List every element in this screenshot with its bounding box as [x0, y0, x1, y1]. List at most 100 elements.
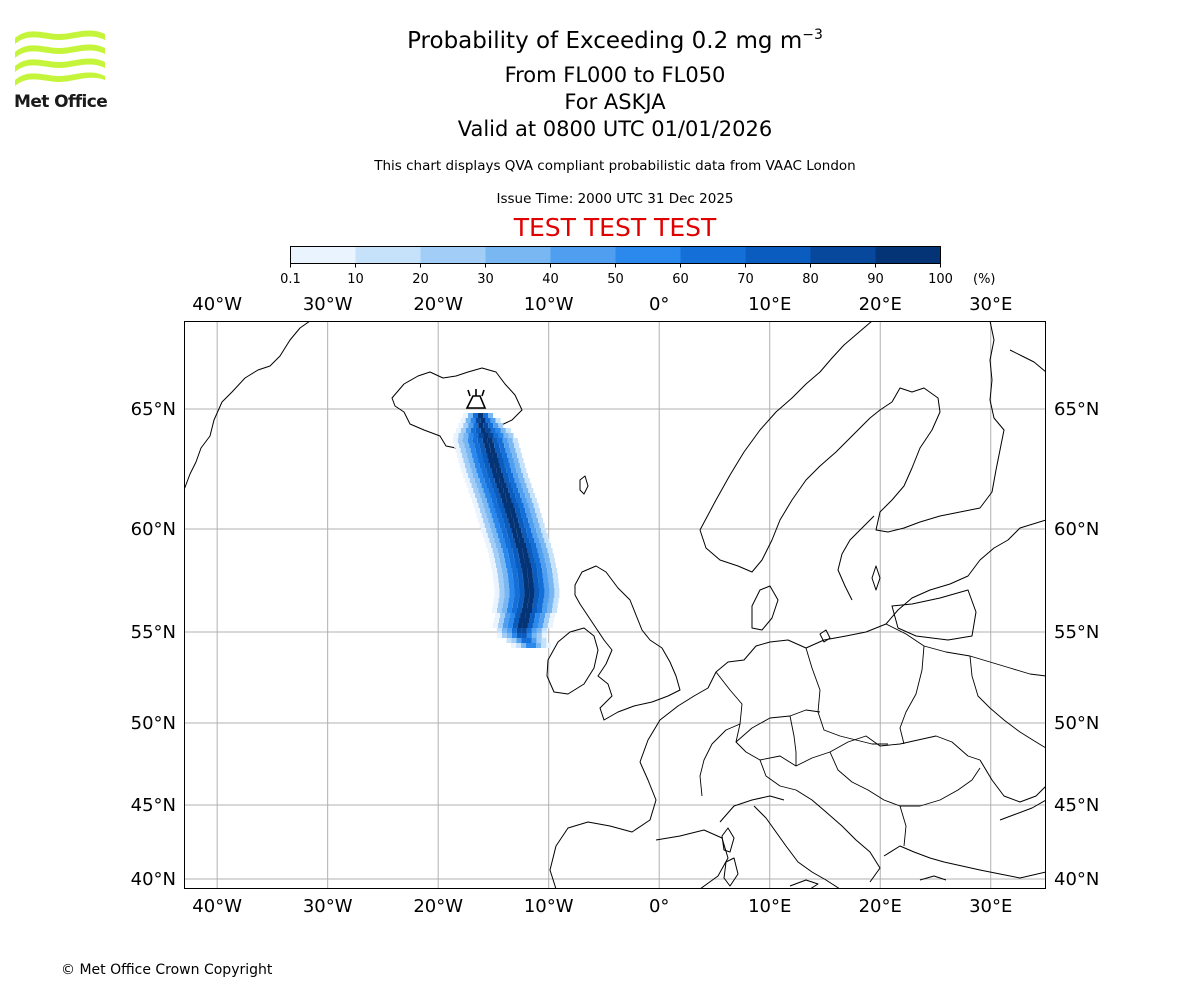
plume-cell	[553, 598, 559, 603]
plume-cell	[538, 578, 544, 583]
plume-cell	[516, 633, 522, 638]
plume-cell	[501, 498, 507, 503]
plume-cell	[455, 448, 461, 453]
plume-cell	[529, 538, 535, 543]
plume-cell	[516, 643, 522, 648]
plume-cell	[518, 553, 524, 558]
plume-cell	[478, 488, 484, 493]
plume-cell	[485, 448, 491, 453]
plume-cell	[549, 618, 555, 623]
plume-cell	[538, 583, 544, 588]
chart-title: Probability of Exceeding 0.2 mg m−3	[407, 27, 823, 54]
plume-cell	[478, 473, 484, 478]
plume-cell	[491, 608, 497, 613]
plume-cell	[488, 423, 494, 428]
plume-cell	[503, 578, 509, 583]
plume-cell	[497, 603, 503, 608]
logo-text: Met Office	[14, 92, 108, 112]
plume-cell	[551, 608, 557, 613]
lat-label-right: 40°N	[1054, 869, 1099, 890]
plume-cell	[507, 533, 513, 538]
plume-cell	[505, 493, 511, 498]
plume-cell	[539, 618, 545, 623]
plume-cell	[504, 523, 510, 528]
plume-cell	[548, 583, 554, 588]
plume-cell	[494, 538, 500, 543]
lon-label-bottom: 0°	[649, 896, 669, 917]
plume-cell	[493, 423, 499, 428]
plume-cell	[508, 583, 514, 588]
plume-cell	[473, 423, 479, 428]
plume-cell	[499, 463, 505, 468]
plume-cell	[528, 583, 534, 588]
plume-cell	[507, 438, 513, 443]
lon-label-bottom: 20°W	[413, 896, 463, 917]
plume-cell	[480, 493, 486, 498]
plume-cell	[514, 588, 520, 593]
plume-cell	[479, 478, 485, 483]
plume-cell	[541, 563, 547, 568]
plume-cell	[517, 548, 523, 553]
plume-cell	[487, 533, 493, 538]
plume-cell	[498, 503, 504, 508]
plume-cell	[493, 488, 499, 493]
plume-cell	[500, 508, 506, 513]
plume-cell	[527, 623, 533, 628]
plume-cell	[471, 468, 477, 473]
plume-cell	[547, 623, 553, 628]
plume-cell	[526, 543, 532, 548]
colorbar-cell	[745, 246, 811, 264]
plume-cell	[531, 643, 537, 648]
plume-cell	[506, 513, 512, 518]
plume-cell	[479, 523, 485, 528]
plume-cell	[513, 518, 519, 523]
plume-cell	[541, 543, 547, 548]
plume-cell	[458, 458, 464, 463]
plume-cell	[489, 523, 495, 528]
plume-cell	[491, 468, 497, 473]
plume-cell	[494, 618, 500, 623]
plume-cell	[542, 603, 548, 608]
plume-cell	[482, 533, 488, 538]
plume-cell	[503, 518, 509, 523]
plume-cell	[469, 478, 475, 483]
plume-cell	[502, 453, 508, 458]
plume-cell	[501, 483, 507, 488]
plume-cell	[548, 598, 554, 603]
plume-cell	[523, 598, 529, 603]
plume-cell	[513, 598, 519, 603]
plume-cell	[541, 528, 547, 533]
plume-cell	[496, 543, 502, 548]
plume-cell	[489, 538, 495, 543]
plume-cell	[509, 523, 515, 528]
plume-cell	[543, 598, 549, 603]
plume-cell	[494, 478, 500, 483]
plume-cell	[465, 448, 471, 453]
plume-cell	[497, 568, 503, 573]
plume-cell	[497, 623, 503, 628]
plume-cell	[508, 518, 514, 523]
plume-cell	[536, 633, 542, 638]
plume-cell	[509, 478, 515, 483]
plume-cell	[462, 453, 468, 458]
plume-cell	[543, 578, 549, 583]
plume-cell	[533, 503, 539, 508]
plume-cell	[539, 593, 545, 598]
plume-cell	[509, 618, 515, 623]
plume-cell	[501, 608, 507, 613]
plume-cell	[486, 528, 492, 533]
plume-cell	[481, 483, 487, 488]
plume-cell	[529, 523, 535, 528]
plume-cell	[544, 558, 550, 563]
plume-cell	[498, 578, 504, 583]
plume-cell	[493, 583, 499, 588]
plume-cell	[476, 468, 482, 473]
plume-cell	[542, 568, 548, 573]
plume-cell	[519, 478, 525, 483]
plume-cell	[486, 468, 492, 473]
plume-cell	[537, 568, 543, 573]
plume-cell	[485, 508, 491, 513]
plume-cell	[507, 603, 513, 608]
plume-cell	[484, 443, 490, 448]
plume-cell	[552, 573, 558, 578]
